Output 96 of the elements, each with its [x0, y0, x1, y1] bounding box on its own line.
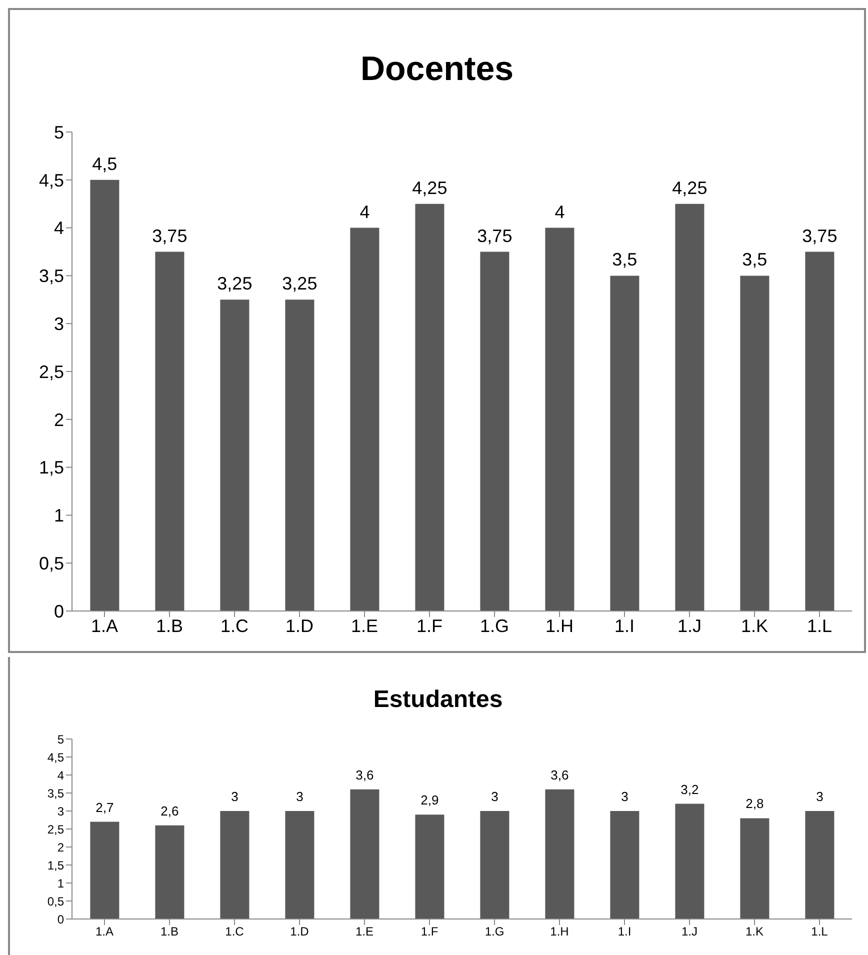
data-label: 4: [360, 202, 370, 222]
x-tick-label: 1.B: [160, 924, 179, 939]
x-tick-label: 1.B: [156, 616, 184, 636]
bar: [90, 822, 120, 919]
data-label: 3,75: [802, 226, 838, 246]
data-label: 2,7: [96, 800, 114, 815]
y-tick-label: 0: [54, 601, 64, 622]
x-tick-label: 1.H: [550, 924, 569, 939]
x-tick-label: 1.G: [484, 924, 504, 939]
x-tick-label: 1.D: [290, 924, 310, 939]
y-tick-label: 3,5: [38, 266, 64, 286]
chart-title: Estudantes: [372, 685, 504, 715]
data-label: 3,5: [612, 250, 638, 270]
bar: [285, 811, 314, 919]
x-tick-label: 1.J: [677, 616, 702, 636]
y-tick-label: 2: [57, 840, 64, 854]
data-label: 3: [491, 789, 498, 804]
data-label: 3,5: [742, 250, 768, 270]
data-label: 3: [296, 789, 304, 804]
data-label: 4,5: [92, 154, 118, 174]
bar: [415, 814, 444, 919]
y-tick-label: 4,5: [47, 750, 64, 764]
bar: [675, 204, 704, 611]
y-tick-label: 3,5: [47, 786, 64, 800]
bar: [740, 276, 770, 611]
x-tick-label: 1.D: [285, 616, 314, 636]
x-tick-label: 1.K: [740, 616, 768, 636]
y-tick-label: 4: [57, 768, 64, 782]
bar: [285, 300, 314, 611]
y-tick-label: 5: [57, 732, 64, 746]
bar: [545, 228, 574, 611]
y-tick-label: 4,5: [38, 170, 64, 190]
y-tick-label: 2: [54, 410, 64, 430]
data-label: 3,25: [217, 274, 252, 294]
x-tick-label: 1.E: [350, 616, 378, 636]
bar: [610, 276, 640, 611]
bar: [350, 789, 380, 919]
x-tick-label: 1.J: [681, 924, 698, 939]
y-tick-label: 0: [57, 912, 64, 926]
y-tick-label: 1,5: [38, 458, 64, 478]
bar: [480, 811, 510, 919]
x-tick-label: 1.F: [416, 616, 443, 636]
data-label: 3,75: [477, 226, 512, 246]
y-tick-label: 1,5: [47, 858, 64, 872]
data-label: 3: [816, 789, 824, 804]
chart-title: Docentes: [359, 48, 515, 90]
x-tick-label: 1.A: [95, 924, 114, 939]
bar: [610, 811, 640, 919]
y-tick-label: 0,5: [47, 894, 64, 908]
bar: [350, 228, 380, 611]
x-tick-label: 1.A: [90, 616, 118, 636]
data-label: 2,8: [746, 796, 764, 812]
x-tick-label: 1.F: [420, 924, 438, 939]
data-label: 2,6: [160, 803, 179, 818]
data-label: 4,25: [412, 178, 448, 198]
data-label: 2,9: [420, 792, 439, 808]
y-tick-label: 3: [57, 804, 64, 818]
x-tick-label: 1.I: [614, 616, 635, 636]
y-tick-label: 1: [57, 876, 64, 890]
x-tick-label: 1.C: [225, 924, 244, 939]
x-tick-label: 1.G: [480, 616, 510, 636]
bar: [675, 804, 704, 919]
y-tick-label: 5: [54, 122, 64, 142]
data-label: 3: [231, 789, 238, 804]
bar: [805, 252, 834, 611]
y-tick-label: 4: [54, 218, 64, 238]
bar: [545, 789, 574, 919]
x-tick-label: 1.L: [806, 616, 832, 636]
data-label: 3: [621, 789, 628, 804]
bar: [415, 204, 444, 611]
bar: [740, 818, 770, 919]
data-label: 3,2: [680, 782, 699, 797]
data-label: 3,6: [356, 767, 374, 782]
x-tick-label: 1.L: [811, 924, 828, 939]
bar: [220, 300, 250, 611]
bar: [90, 180, 120, 611]
y-tick-label: 1: [54, 506, 64, 526]
x-tick-label: 1.E: [355, 924, 374, 939]
bar: [480, 252, 510, 611]
data-label: 4,25: [672, 178, 708, 198]
data-label: 4: [554, 202, 565, 222]
x-tick-label: 1.K: [745, 924, 764, 939]
y-tick-label: 0,5: [38, 553, 64, 574]
y-tick-label: 2,5: [47, 822, 64, 836]
data-label: 3,75: [152, 226, 188, 246]
x-tick-label: 1.C: [220, 616, 249, 636]
bar: [155, 252, 184, 611]
data-label: 3,25: [282, 274, 318, 294]
bar: [805, 811, 834, 919]
x-tick-label: 1.I: [618, 924, 632, 939]
bar: [220, 811, 250, 919]
bar: [155, 825, 184, 919]
data-label: 3,6: [550, 767, 569, 782]
y-tick-label: 2,5: [38, 362, 64, 382]
x-tick-label: 1.H: [545, 616, 574, 636]
y-tick-label: 3: [54, 314, 64, 334]
